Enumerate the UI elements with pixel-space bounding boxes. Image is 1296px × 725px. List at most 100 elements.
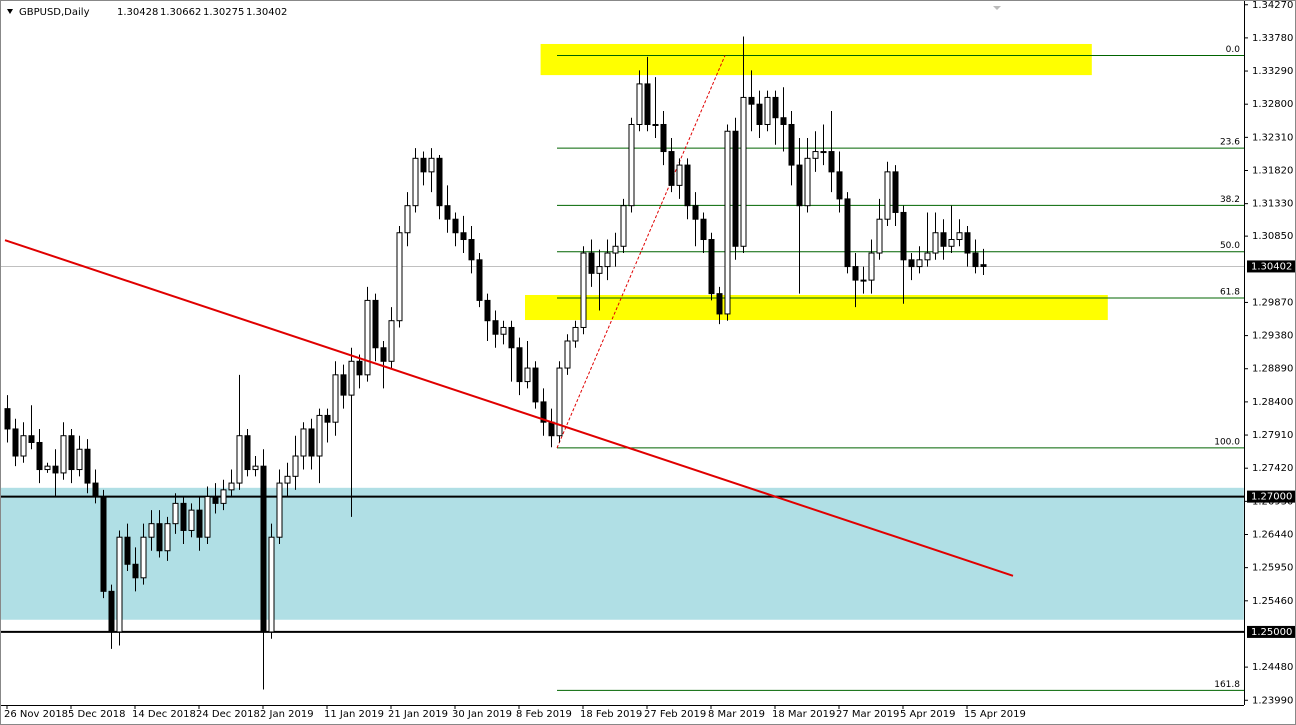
- candle-body: [204, 496, 211, 538]
- candle-body: [124, 536, 131, 565]
- candle-body: [772, 96, 779, 119]
- candle-body: [908, 259, 915, 268]
- y-tick-label: 1.28400: [1252, 397, 1293, 408]
- candle-body: [876, 218, 883, 254]
- candle-body: [740, 96, 747, 247]
- zone: [525, 294, 1108, 321]
- menu-arrow[interactable]: [7, 9, 13, 14]
- candle-body: [236, 435, 243, 484]
- candle-body: [692, 205, 699, 220]
- candle-body: [564, 340, 571, 369]
- candle-body: [612, 245, 619, 254]
- candle-body: [212, 496, 219, 504]
- x-tick-label: 8 Mar 2019: [708, 709, 765, 720]
- y-tick-label: 1.31330: [1252, 199, 1293, 210]
- candle-body: [308, 428, 315, 457]
- candle-body: [980, 264, 987, 267]
- candle-body: [508, 326, 515, 349]
- candle-body: [300, 428, 307, 457]
- shift-marker[interactable]: [993, 6, 1001, 10]
- y-tick-label: 1.28890: [1252, 364, 1293, 375]
- candle-body: [756, 103, 763, 125]
- level-label: 1.27000: [1251, 492, 1292, 503]
- zone: [540, 43, 1092, 76]
- candle-body: [660, 123, 667, 153]
- candle-body: [684, 164, 691, 207]
- candle-body: [380, 347, 387, 362]
- candle-body: [652, 123, 659, 126]
- header-low: 1.30275: [203, 7, 244, 18]
- candle-body: [588, 252, 595, 274]
- candle-body: [348, 360, 355, 396]
- candle-body: [836, 171, 843, 200]
- fib-label: 0.0: [1226, 45, 1241, 55]
- x-tick-label: 2 Jan 2019: [260, 709, 314, 720]
- candle-body: [916, 259, 923, 268]
- header-high: 1.30662: [160, 7, 201, 18]
- candle-body: [324, 414, 331, 423]
- fib-label: 61.8: [1220, 287, 1240, 297]
- candle-body: [524, 367, 531, 383]
- x-tick-label: 21 Jan 2019: [388, 709, 448, 720]
- x-tick-label: 24 Dec 2018: [196, 709, 260, 720]
- candle-body: [668, 151, 675, 186]
- y-tick-label: 1.24480: [1252, 662, 1293, 673]
- candle-body: [28, 435, 35, 443]
- candle-body: [788, 123, 795, 166]
- candle-body: [44, 465, 51, 471]
- candle-body: [92, 482, 99, 498]
- candle-body: [700, 218, 707, 241]
- candle-body: [84, 448, 91, 484]
- candle-body: [292, 455, 299, 477]
- candle-body: [244, 435, 251, 471]
- candle-body: [180, 502, 187, 531]
- candle-body: [604, 252, 611, 268]
- price-label: 1.30402: [1251, 261, 1292, 272]
- candle-body: [636, 83, 643, 125]
- y-tick-label: 1.31820: [1252, 165, 1293, 176]
- candle-body: [276, 482, 283, 538]
- candle-body: [596, 266, 603, 274]
- candle-body: [460, 232, 467, 241]
- candle-body: [372, 299, 379, 349]
- candle-body: [332, 374, 339, 423]
- fib-label: 100.0: [1214, 437, 1240, 447]
- candle-body: [796, 164, 803, 207]
- candle-body: [340, 374, 347, 396]
- candle-body: [892, 171, 899, 213]
- plot-area: [1, 36, 1244, 691]
- candle-body: [420, 157, 427, 173]
- candle-body: [140, 536, 147, 579]
- x-tick-label: 8 Feb 2019: [516, 709, 572, 720]
- y-tick-label: 1.34270: [1252, 0, 1293, 11]
- candle-body: [732, 130, 739, 247]
- candle-body: [820, 151, 827, 154]
- candle-body: [748, 96, 755, 105]
- candle-body: [644, 83, 651, 125]
- candle-body: [844, 198, 851, 268]
- candle-body: [148, 523, 155, 538]
- y-tick-label: 1.32800: [1252, 99, 1293, 110]
- x-tick-label: 27 Mar 2019: [836, 709, 899, 720]
- candle-body: [436, 157, 443, 207]
- candle-body: [20, 435, 27, 457]
- fib-label: 161.8: [1214, 680, 1240, 690]
- x-tick-label: 11 Jan 2019: [324, 709, 384, 720]
- header-open: 1.30428: [117, 7, 158, 18]
- candle-body: [388, 320, 395, 362]
- x-tick-label: 15 Apr 2019: [964, 709, 1026, 720]
- x-tick-label: 5 Dec 2018: [68, 709, 126, 720]
- candle-body: [76, 448, 83, 471]
- fib-label: 23.6: [1220, 138, 1240, 148]
- candle-body: [924, 252, 931, 261]
- candle-body: [548, 421, 555, 437]
- candle-body: [708, 239, 715, 295]
- y-tick-label: 1.32310: [1252, 132, 1293, 143]
- candle-body: [12, 428, 19, 457]
- candle-body: [412, 157, 419, 207]
- candle-body: [868, 252, 875, 281]
- fib-trend: [556, 55, 726, 449]
- y-tick-label: 1.26440: [1252, 530, 1293, 541]
- candle-body: [52, 465, 59, 474]
